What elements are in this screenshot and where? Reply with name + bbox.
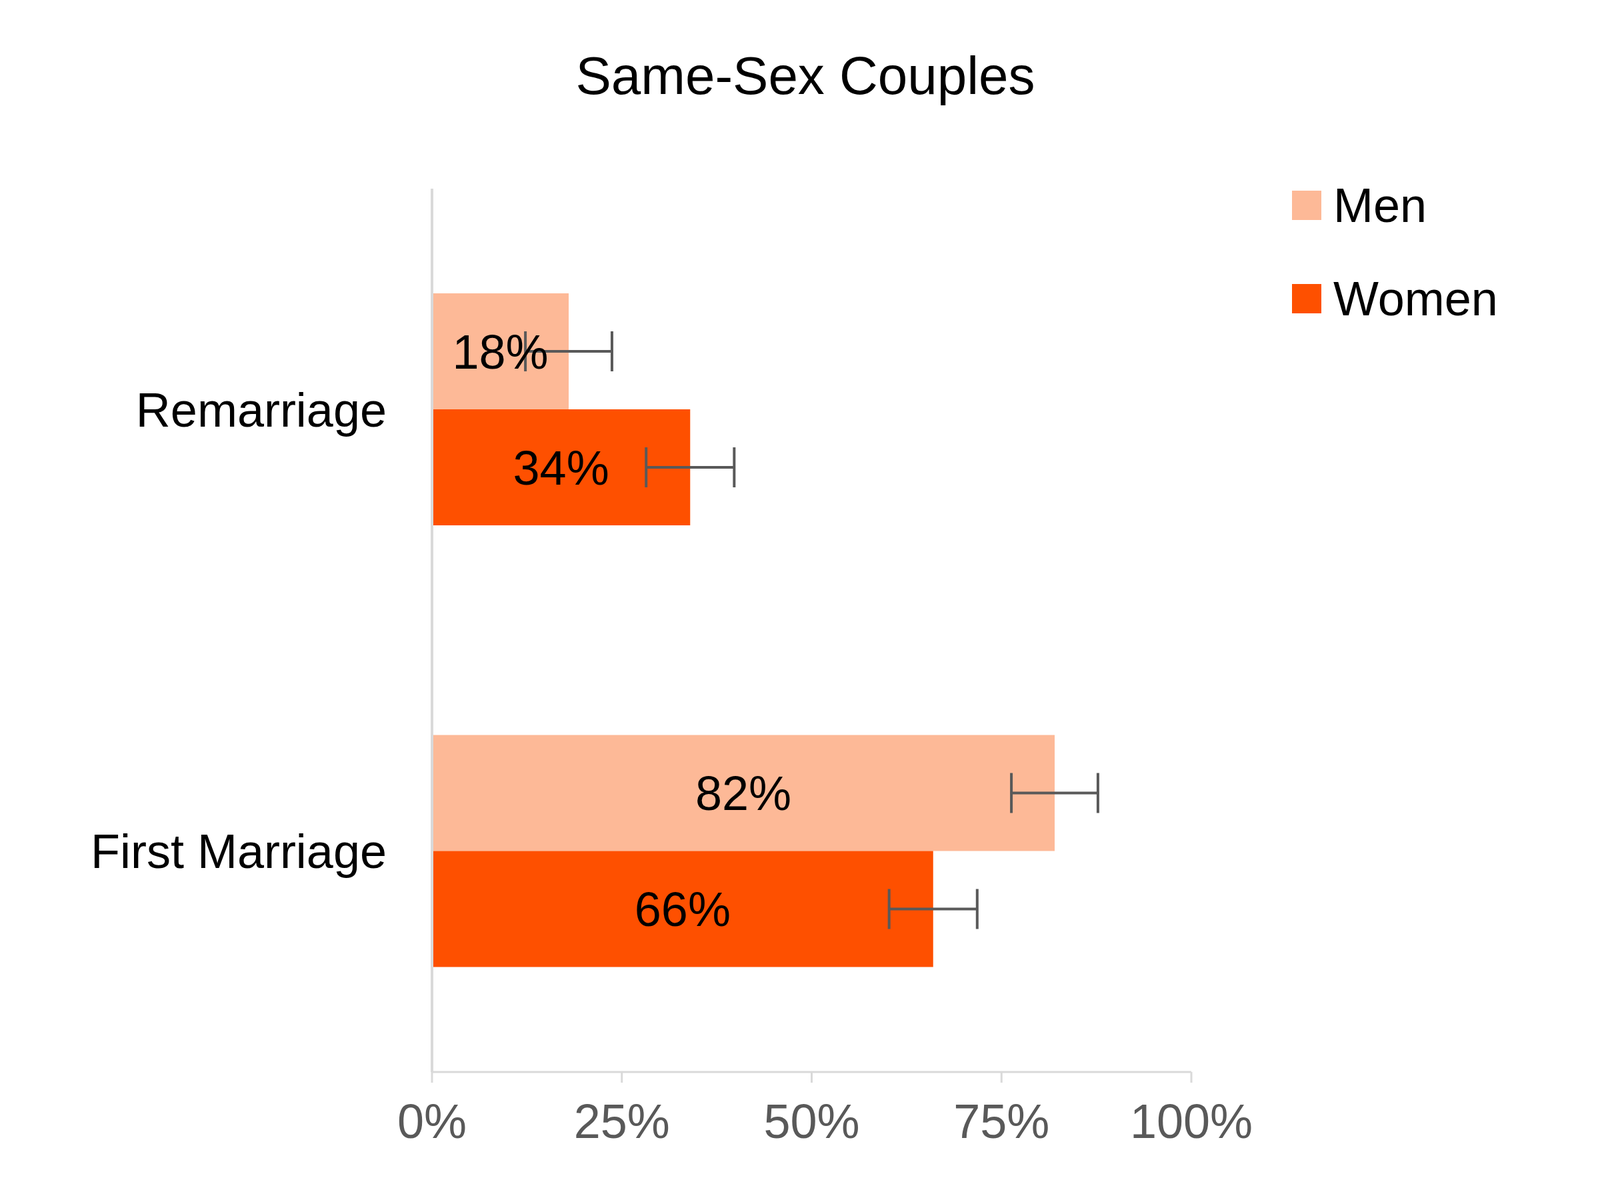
svg-text:First Marriage: First Marriage	[90, 824, 387, 878]
svg-text:75%: 75%	[953, 1094, 1050, 1148]
svg-text:18%: 18%	[452, 325, 548, 379]
svg-text:Remarriage: Remarriage	[136, 383, 387, 437]
svg-text:0%: 0%	[397, 1094, 467, 1148]
html-text:Same-Sex Couples: Same-Sex Couples	[575, 46, 1036, 106]
svg-text:50%: 50%	[763, 1094, 860, 1148]
html-text:Women: Women	[1333, 272, 1498, 326]
svg-text:82%: 82%	[695, 766, 792, 820]
svg-text:25%: 25%	[574, 1094, 670, 1148]
svg-text:100%: 100%	[1130, 1094, 1253, 1148]
html-text:Men: Men	[1333, 178, 1427, 232]
svg-text:66%: 66%	[634, 882, 731, 936]
svg-text:34%: 34%	[513, 441, 610, 495]
